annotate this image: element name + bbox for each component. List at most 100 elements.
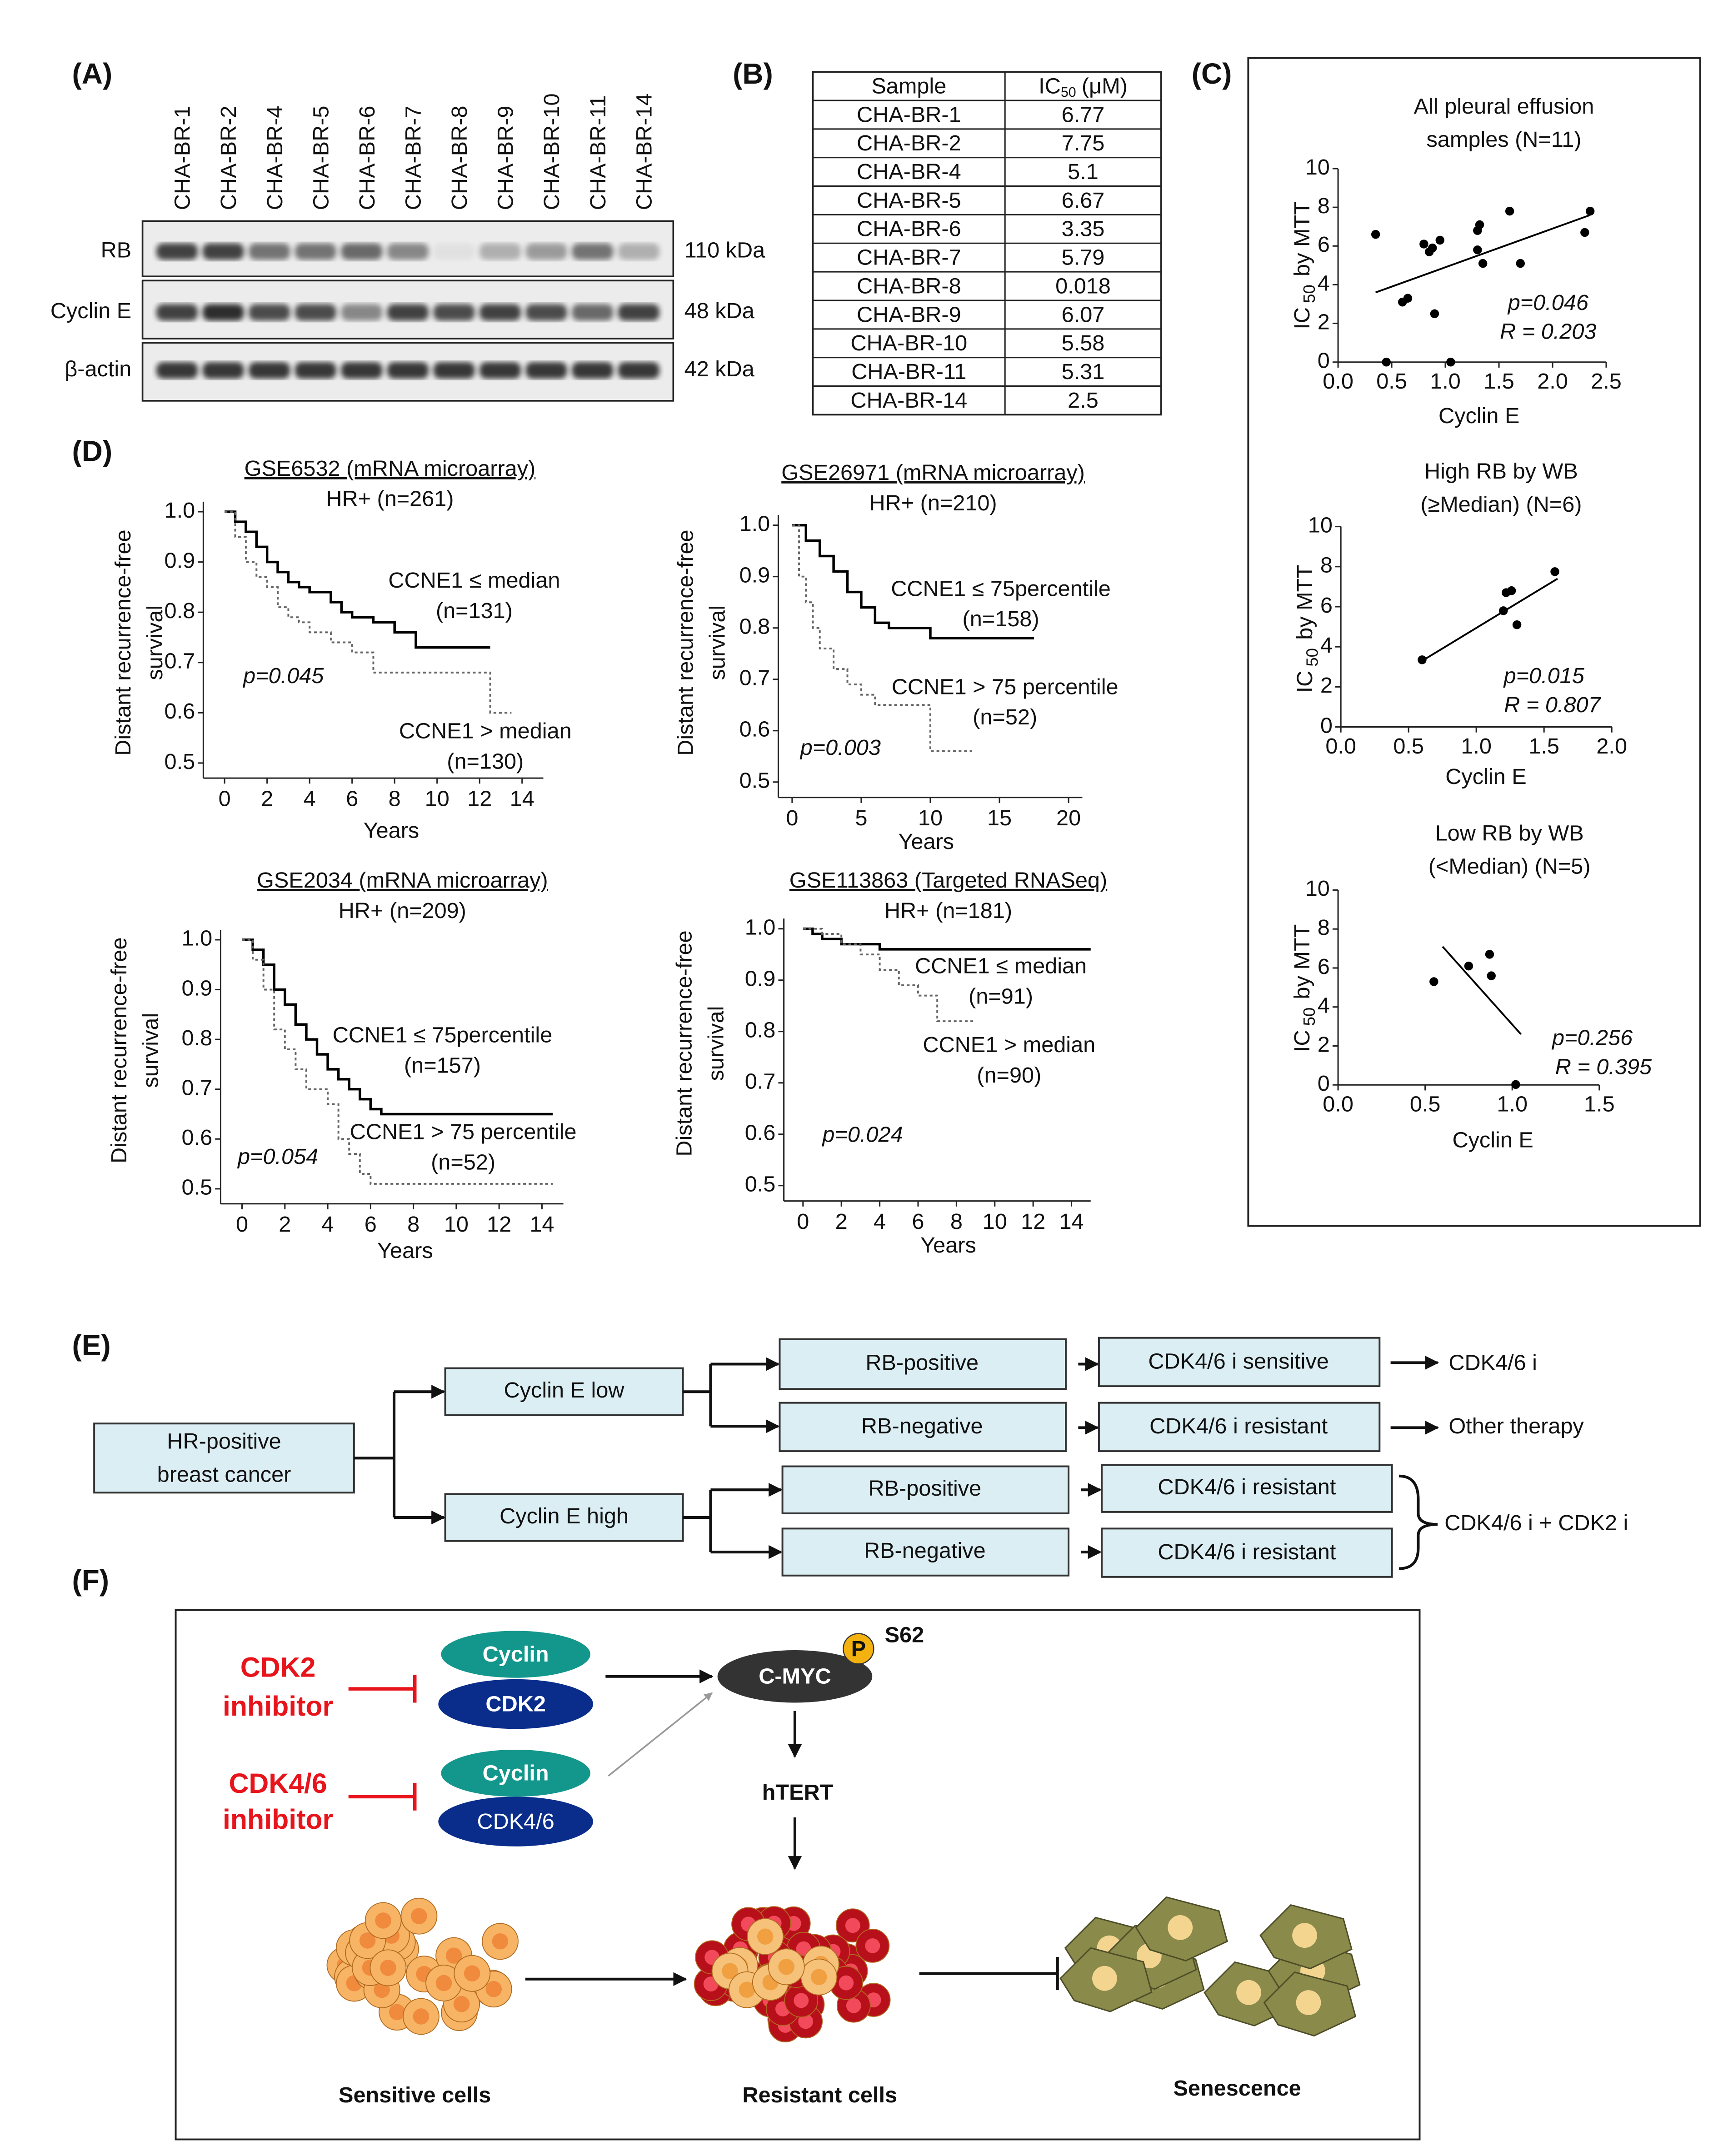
y-tick-label: 0.5 [165,749,195,774]
blot-name: Cyclin E [50,299,131,323]
y-axis-label: Distant recurrence-free [674,529,698,755]
sample-label: CHA-BR-2 [216,106,241,210]
nucleus [1092,1966,1117,1991]
y-tick-label: 0.9 [739,563,770,588]
point [1430,309,1439,319]
x-axis-label: Years [899,829,954,854]
chart-subtitle: HR+ (n=209) [339,898,466,923]
x-tick-label: 12 [467,787,492,811]
mechanism-diagram: CDK2 inhibitor CDK4/6 inhibitor Cyclin C… [175,1609,1421,2141]
x-axis-label: Cyclin E [1452,1128,1533,1153]
x-tick-label: 14 [510,787,534,811]
band [156,243,198,260]
x-tick-label: 2 [835,1209,848,1234]
table-cell: 2.5 [1068,388,1099,413]
header-part: (μM) [1082,74,1128,98]
band [387,304,429,321]
x-tick-label: 20 [1056,806,1081,830]
nucleus [375,1912,391,1929]
nucleus [411,1908,427,1924]
y-tick-label: 6 [1318,954,1330,979]
table-header: Sample [871,74,946,98]
htert: hTERT [762,1780,834,1805]
legend-label: CCNE1 ≤ median [388,568,560,593]
fit-line [1442,946,1522,1035]
y-tick-label: 10 [1308,513,1333,537]
band [341,362,383,379]
header-sub: 50 [1061,85,1076,100]
y-tick-label: 0.8 [745,1018,776,1043]
survival-curve [242,938,553,1116]
nucleus [413,2008,430,2025]
annotation: p=0.256 [1551,1026,1633,1050]
box [1098,1402,1381,1452]
sample-label: CHA-BR-9 [494,106,518,210]
band [387,243,429,260]
survival-curve [792,524,1034,640]
band [525,304,567,321]
table-cell: CHA-BR-5 [857,188,961,213]
y-tick-label: 1.0 [745,915,776,940]
cdk2 [438,1679,593,1729]
protein-label: CDK4/6 [477,1809,554,1834]
panel-label: (B) [733,57,773,90]
x-tick-label: 0.5 [1393,734,1424,759]
chart-title: GSE26971 (mRNA microarray) [781,460,1085,485]
annotation: p=0.054 [237,1144,318,1169]
box-text: RB-negative [861,1414,983,1438]
point [1507,586,1516,595]
band [156,362,198,379]
y-tick-label: 0.5 [182,1175,213,1200]
band [295,243,336,260]
table-cell: 5.58 [1062,331,1105,355]
point [1429,977,1438,986]
x-tick-label: 5 [855,806,867,830]
nucleus [485,1981,502,1997]
y-tick-label: 8 [1318,915,1330,940]
label-part: IC [1290,1030,1314,1052]
label-part: by MTT [1290,201,1314,276]
x-axis-label: Years [920,1233,976,1258]
nucleus [846,1998,861,2013]
x-axis-label: Cyclin E [1438,404,1519,428]
y-tick-label: 0.6 [165,699,195,724]
point [1512,620,1522,629]
label-sub: 50 [1303,648,1321,667]
point [1580,228,1589,237]
inhibitor-label: inhibitor [223,1804,333,1835]
nucleus [1168,1915,1193,1940]
y-tick-label: 0.9 [745,967,776,991]
point [1511,1080,1520,1089]
y-axis-label: IC 50 by MTT [1290,924,1318,1052]
y-tick-label: 0.6 [182,1125,213,1150]
band [341,243,383,260]
cell-label: Senescence [1173,2076,1301,2101]
x-tick-label: 0.0 [1323,1092,1353,1117]
table-cell: CHA-BR-11 [851,359,966,384]
band [202,304,244,321]
sample-label: CHA-BR-4 [263,106,287,210]
table-cell: 6.77 [1062,102,1105,127]
x-tick-label: 0.0 [1323,369,1353,394]
nucleus [1296,1990,1321,2015]
legend-label: (n=91) [969,984,1033,1008]
nucleus [380,1960,396,1976]
table-cell: 5.79 [1062,245,1105,270]
annotation: R = 0.203 [1500,319,1596,344]
label-part: by MTT [1293,565,1317,640]
inhibitor-label: CDK4/6 [229,1768,327,1799]
cell-label: Resistant cells [742,2083,897,2107]
panel-label: (A) [72,57,112,90]
inhibitor-label: CDK2 [240,1652,316,1683]
x-axis-label: Cyclin E [1445,764,1526,789]
x-tick-label: 1.0 [1497,1092,1528,1117]
box-text: RB-negative [864,1538,986,1563]
chart-subtitle: HR+ (n=210) [869,491,997,515]
survival-curve [803,927,1091,951]
point [1473,245,1482,255]
chart-subtitle: HR+ (n=261) [326,487,454,511]
blot-name: RB [101,238,132,262]
sample-label: CHA-BR-1 [170,106,195,210]
box [1101,1464,1393,1513]
nucleus [757,1928,774,1945]
